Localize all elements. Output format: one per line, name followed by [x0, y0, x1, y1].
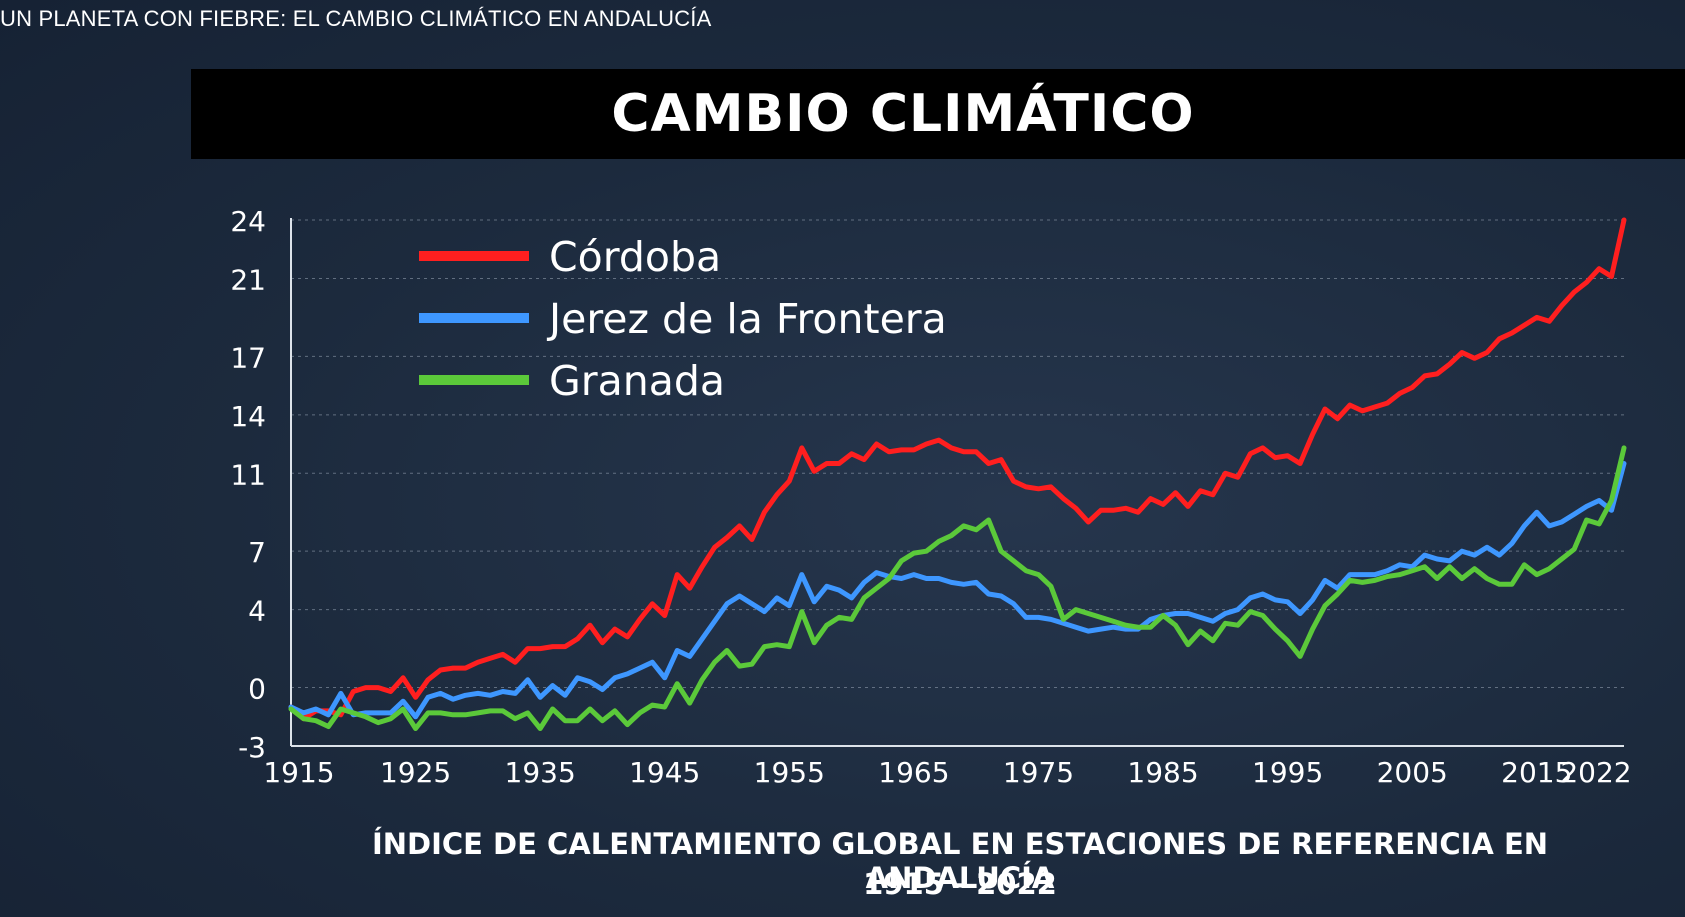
x-tick-label: 1995: [1252, 756, 1323, 789]
legend-label: Granada: [549, 357, 725, 405]
x-tick-label: 2015: [1501, 756, 1572, 789]
video-title: UN PLANETA CON FIEBRE: EL CAMBIO CLIMÁTI…: [0, 6, 712, 31]
series-line: [288, 217, 1627, 722]
chart-grid: [291, 219, 1624, 689]
y-axis-ticks: 24 21 17 14 11 7 4 0 -3: [230, 205, 266, 764]
chart-axes: [290, 218, 1624, 747]
x-tick-label: 1955: [754, 756, 825, 789]
y-tick-label: 14: [230, 400, 266, 433]
legend-label: Jerez de la Frontera: [546, 295, 947, 343]
x-tick-label: 1935: [505, 756, 576, 789]
y-tick-label: 11: [230, 458, 266, 491]
x-tick-label: 1945: [629, 756, 700, 789]
y-tick-label: 24: [230, 205, 266, 238]
title-banner: CAMBIO CLIMÁTICO: [191, 69, 1685, 159]
y-tick-label: 7: [248, 536, 266, 569]
x-tick-label: 2022: [1560, 756, 1631, 789]
x-tick-label: 1925: [380, 756, 451, 789]
y-tick-label: 0: [248, 673, 266, 706]
y-tick-label: 17: [230, 341, 266, 374]
x-tick-label: 1975: [1003, 756, 1074, 789]
chart-lines: [288, 217, 1627, 731]
x-tick-label: 1915: [263, 756, 334, 789]
x-tick-label: 1985: [1127, 756, 1198, 789]
legend-label: Córdoba: [549, 233, 721, 281]
chart-caption-years: 1915 - 2022: [863, 867, 1057, 901]
series-line: [288, 461, 1627, 720]
y-tick-label: 21: [230, 263, 266, 296]
chart-legend: Córdoba Jerez de la Frontera Granada: [419, 233, 947, 405]
x-axis-ticks: 1915 1925 1935 1945 1955 1965 1975 1985 1995 2005…: [263, 756, 1631, 789]
series-line: [288, 445, 1627, 731]
y-tick-label: -3: [238, 731, 266, 764]
chart-caption: ÍNDICE DE CALENTAMIENTO GLOBAL EN ESTACI…: [371, 827, 1549, 895]
x-tick-label: 2005: [1377, 756, 1448, 789]
banner-title: CAMBIO CLIMÁTICO: [611, 84, 1195, 144]
y-tick-label: 4: [248, 595, 266, 628]
x-tick-label: 1965: [878, 756, 949, 789]
